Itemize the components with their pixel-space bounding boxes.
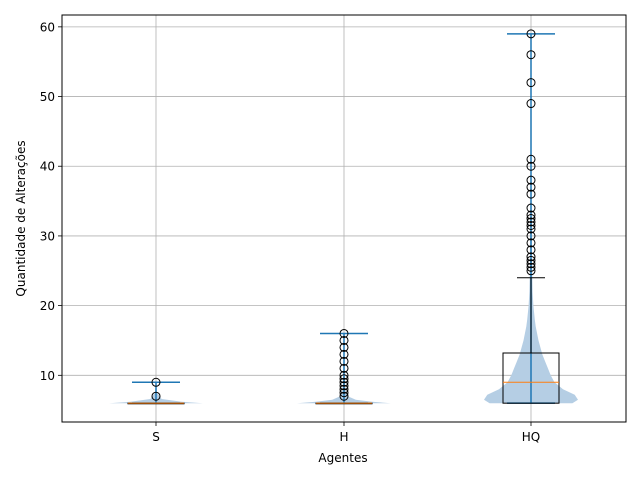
- y-tick-label: 10: [40, 369, 55, 383]
- outlier-point: [526, 78, 536, 88]
- outlier-point: [526, 214, 536, 223]
- outlier-point: [526, 245, 536, 255]
- outlier-point: [526, 231, 536, 241]
- outlier-point: [339, 328, 349, 338]
- y-axis-label: Quantidade de Alterações: [14, 140, 28, 296]
- outlier-point: [526, 175, 536, 185]
- outlier-point: [339, 335, 349, 345]
- outlier-point: [526, 224, 536, 234]
- outlier-point: [339, 391, 349, 401]
- outlier-point: [339, 374, 349, 384]
- y-tick-label: 30: [40, 229, 55, 243]
- x-tick-label: HQ: [522, 430, 540, 444]
- outlier-point: [526, 182, 536, 192]
- outlier-point: [339, 356, 349, 366]
- outlier-point: [339, 384, 349, 394]
- outlier-point: [526, 50, 536, 60]
- outlier-point: [526, 238, 536, 248]
- y-tick-label: 20: [40, 299, 55, 313]
- outlier-point: [526, 217, 536, 227]
- plot-area-frame: [61, 14, 627, 423]
- outlier-point: [526, 161, 536, 171]
- outlier-point: [526, 255, 536, 265]
- outlier-point: [526, 259, 536, 269]
- x-tick-label: S: [152, 430, 160, 444]
- box-iqr: [502, 352, 560, 404]
- outlier-point: [339, 388, 349, 398]
- ticks: S H HQ 10 20 30 40 50 60: [40, 20, 541, 444]
- outlier-point: [151, 377, 161, 387]
- outlier-point: [339, 363, 349, 373]
- outlier-point: [526, 154, 536, 164]
- x-tick-label: H: [339, 430, 348, 444]
- outlier-point: [339, 370, 349, 380]
- boxplots: [127, 29, 560, 405]
- outlier-point: [526, 29, 536, 39]
- outlier-point: [526, 220, 536, 230]
- y-tick-label: 50: [40, 90, 55, 104]
- y-tick-label: 60: [40, 20, 55, 34]
- outlier-point: [526, 210, 536, 220]
- outlier-point: [526, 189, 536, 199]
- outlier-point: [339, 342, 349, 352]
- outlier-point: [526, 99, 536, 109]
- outlier-point: [526, 252, 536, 262]
- outlier-point: [339, 381, 349, 391]
- y-tick-label: 40: [40, 160, 55, 174]
- outlier-point: [339, 377, 349, 387]
- outlier-point: [526, 266, 536, 276]
- outlier-point: [526, 203, 536, 213]
- x-axis-label: Agentes: [318, 451, 367, 465]
- outlier-point: [339, 349, 349, 359]
- outlier-point: [151, 391, 161, 401]
- outlier-point: [526, 262, 536, 272]
